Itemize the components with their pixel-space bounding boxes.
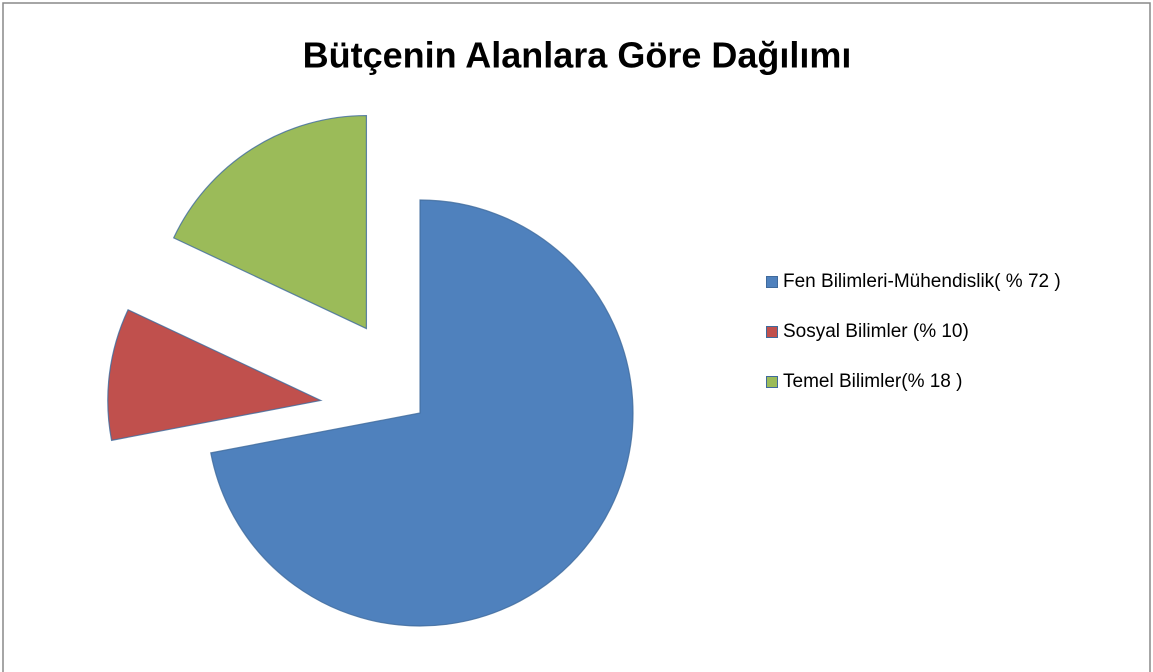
- legend-label: Fen Bilimleri-Mühendislik( % 72 ): [783, 271, 1061, 292]
- legend-swatch: [766, 276, 778, 288]
- legend: Fen Bilimleri-Mühendislik( % 72 ) Sosyal …: [766, 270, 1116, 420]
- legend-label: Sosyal Bilimler (% 10): [783, 321, 969, 342]
- legend-label: Temel Bilimler(% 18 ): [783, 371, 963, 392]
- legend-item: Fen Bilimleri-Mühendislik( % 72 ): [766, 270, 1116, 294]
- legend-item: Temel Bilimler(% 18 ): [766, 370, 1116, 394]
- pie-slice: [210, 199, 634, 627]
- legend-swatch: [766, 326, 778, 338]
- legend-swatch: [766, 376, 778, 388]
- pie-slice: [107, 308, 323, 442]
- chart-title: Bütçenin Alanlara Göre Dağılımı: [303, 35, 852, 76]
- legend-item: Sosyal Bilimler (% 10): [766, 320, 1116, 344]
- pie-slice: [172, 114, 368, 330]
